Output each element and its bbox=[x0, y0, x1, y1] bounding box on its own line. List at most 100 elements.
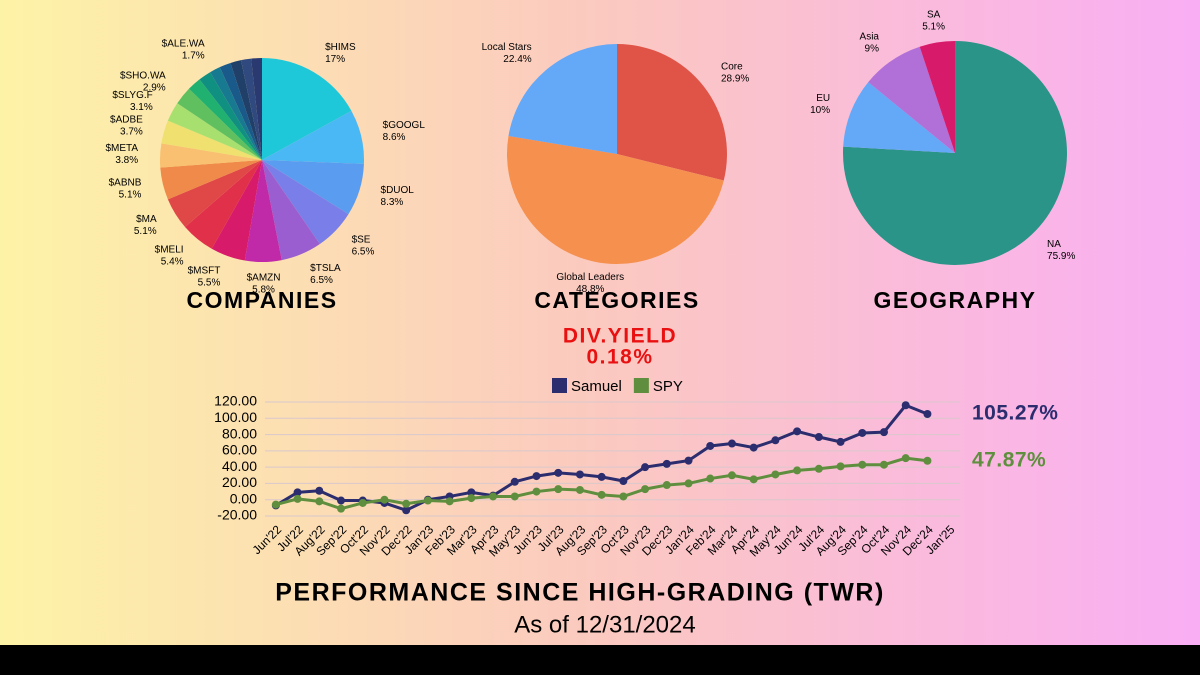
series-point bbox=[684, 456, 693, 465]
y-tick-label: 0.00 bbox=[230, 490, 257, 506]
slice-value: 9% bbox=[865, 43, 880, 54]
pie-slice bbox=[167, 103, 262, 160]
series-point bbox=[793, 427, 802, 436]
pie-slice bbox=[508, 44, 617, 154]
slice-label: $ADBE bbox=[110, 114, 143, 125]
series-point bbox=[293, 494, 302, 503]
slice-value: 5.8% bbox=[252, 285, 275, 296]
pie-slice bbox=[160, 160, 262, 200]
series-point bbox=[879, 460, 888, 469]
series-point bbox=[814, 464, 823, 473]
end-label: 105.27% bbox=[972, 402, 1058, 425]
slice-value: 8.6% bbox=[383, 132, 406, 143]
series-point bbox=[597, 490, 606, 499]
series-point bbox=[706, 474, 715, 483]
y-tick-label: 120.00 bbox=[214, 393, 257, 409]
pie-slice bbox=[262, 58, 352, 160]
series-point bbox=[619, 476, 628, 485]
pie-slice bbox=[211, 160, 262, 261]
pie-slice bbox=[244, 160, 282, 262]
chart-title: PERFORMANCE SINCE HIGH-GRADING (TWR) bbox=[275, 579, 885, 607]
pie-slice bbox=[199, 72, 262, 160]
pie-slice bbox=[219, 62, 262, 161]
y-tick-label: -20.00 bbox=[217, 507, 257, 523]
pie-slice bbox=[241, 58, 262, 161]
series-point bbox=[727, 439, 736, 448]
slice-value: 5.1% bbox=[119, 190, 142, 201]
slice-value: 2.9% bbox=[143, 83, 166, 94]
pie-slice bbox=[262, 160, 320, 261]
series-point bbox=[337, 496, 346, 505]
series-point bbox=[836, 437, 845, 446]
pie-slice bbox=[262, 110, 364, 164]
series-point bbox=[641, 463, 650, 472]
slice-label: $MSFT bbox=[188, 265, 221, 276]
slice-label: $MELI bbox=[155, 245, 184, 256]
pie-slice bbox=[177, 88, 262, 160]
slice-value: 10% bbox=[810, 105, 830, 116]
slice-label: $TSLA bbox=[310, 263, 341, 274]
series-point bbox=[575, 485, 584, 494]
series-point bbox=[793, 466, 802, 475]
pie-slice bbox=[188, 79, 262, 160]
series-point bbox=[510, 477, 519, 486]
series-point bbox=[879, 428, 888, 437]
series-point bbox=[271, 500, 280, 509]
legend-label: SPY bbox=[653, 378, 683, 395]
slice-label: SA bbox=[927, 9, 941, 20]
pie-slice bbox=[262, 160, 364, 215]
series-point bbox=[293, 488, 302, 497]
slice-label: NA bbox=[1047, 239, 1061, 250]
series-point bbox=[315, 497, 324, 506]
series-point bbox=[836, 462, 845, 471]
slice-value: 5.4% bbox=[161, 257, 184, 268]
pie-title: GEOGRAPHY bbox=[873, 287, 1036, 313]
slice-label: $SE bbox=[352, 234, 371, 245]
slice-value: 22.4% bbox=[503, 54, 531, 65]
series-point bbox=[901, 454, 910, 463]
series-point bbox=[423, 496, 432, 505]
slice-value: 1.7% bbox=[182, 51, 205, 62]
series-point bbox=[554, 485, 563, 494]
slice-label: EU bbox=[816, 93, 830, 104]
pie-slice bbox=[161, 120, 262, 160]
div-yield-label: DIV.YIELD bbox=[563, 325, 677, 348]
slice-value: 5.1% bbox=[922, 21, 945, 32]
series-point bbox=[358, 498, 367, 507]
pie-slice bbox=[262, 160, 349, 245]
slice-value: 75.9% bbox=[1047, 251, 1075, 262]
slice-value: 6.5% bbox=[352, 246, 375, 257]
legend-swatch bbox=[633, 378, 649, 393]
y-tick-label: 100.00 bbox=[214, 409, 257, 425]
slice-label: $ALE.WA bbox=[162, 39, 205, 50]
footer-bar bbox=[0, 645, 1200, 675]
series-point bbox=[467, 488, 476, 497]
series-point bbox=[814, 433, 823, 442]
pie-slice bbox=[210, 67, 262, 160]
slice-label: $GOOGL bbox=[383, 120, 426, 131]
series-point bbox=[554, 468, 563, 477]
series-point bbox=[315, 486, 324, 495]
series-point bbox=[684, 479, 693, 488]
series-point bbox=[662, 481, 671, 490]
div-yield-value: 0.18% bbox=[586, 346, 653, 369]
series-point bbox=[619, 492, 628, 501]
slice-label: Local Stars bbox=[482, 42, 532, 53]
series-point bbox=[532, 487, 541, 496]
series-point bbox=[749, 443, 758, 452]
slice-value: 3.8% bbox=[115, 155, 138, 166]
series-point bbox=[858, 460, 867, 469]
slice-label: $SHO.WA bbox=[120, 71, 166, 82]
series-point bbox=[706, 441, 715, 450]
slice-label: $DUOL bbox=[381, 185, 415, 196]
pie-slice bbox=[868, 46, 955, 153]
y-tick-label: 60.00 bbox=[222, 442, 257, 458]
series-point bbox=[337, 504, 346, 513]
slice-value: 28.9% bbox=[721, 73, 749, 84]
slice-value: 6.5% bbox=[310, 275, 333, 286]
chart-subtitle: As of 12/31/2024 bbox=[514, 611, 695, 638]
y-tick-label: 20.00 bbox=[222, 474, 257, 490]
pie-slice bbox=[251, 58, 262, 160]
series-point bbox=[662, 459, 671, 468]
